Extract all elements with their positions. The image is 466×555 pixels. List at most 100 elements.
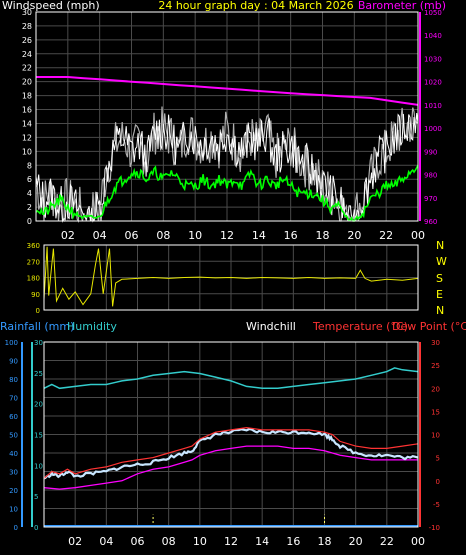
text-layer: 0246810121416182022242628309609709809901…: [5, 8, 447, 548]
humidity-tick-label: 40: [9, 450, 18, 458]
x-tick-label: 22: [380, 535, 394, 548]
baro-tick-label: 1010: [424, 102, 442, 110]
humidity-axis-title: Humidity: [67, 320, 117, 333]
wind-tick-label: 16: [22, 106, 32, 115]
direction-tick-label: 90: [31, 291, 40, 299]
wind-tick-label: 20: [22, 78, 32, 87]
humidity-tick-label: 90: [9, 358, 18, 366]
x-tick-label: 12: [224, 535, 238, 548]
dewpoint-line: [43, 445, 418, 490]
humidity-tick-label: 20: [9, 487, 18, 495]
humidity-tick-label: 50: [9, 432, 18, 440]
rain-tick-label: 10: [34, 462, 43, 470]
series-layer: [35, 76, 419, 527]
compass-label: W: [436, 255, 447, 268]
baro-tick-label: 1050: [424, 9, 442, 17]
rain-tick-label: 30: [34, 339, 43, 347]
barometer-line: [36, 76, 419, 106]
x-tick-label: 18: [316, 229, 330, 242]
temp-tick-label: 0: [436, 478, 440, 486]
temp-tick-label: 20: [431, 385, 440, 393]
wind-tick-label: 2: [27, 203, 32, 212]
humidity-tick-label: 0: [14, 524, 18, 532]
direction-tick-label: 0: [36, 307, 40, 315]
rain-tick-label: 25: [34, 370, 43, 378]
x-tick-label: 08: [162, 535, 176, 548]
frame-layer: [21, 11, 421, 528]
rain-tick-label: 0: [34, 524, 38, 532]
temp-panel-frame: [43, 341, 419, 528]
baro-tick-label: 990: [424, 148, 437, 156]
baro-tick-label: 960: [424, 218, 437, 226]
x-tick-label: 16: [284, 229, 298, 242]
temperature-line: [43, 426, 419, 479]
direction-tick-label: 180: [27, 275, 40, 283]
wind-tick-label: 18: [22, 92, 32, 101]
wind-tick-label: 12: [22, 133, 32, 142]
barometer-axis-title: Barometer (mb): [358, 0, 446, 12]
temperature-axis-title: Temperature (°C): [312, 320, 408, 333]
rain-tick-label: 5: [34, 493, 38, 501]
wind-tick-label: 0: [27, 217, 32, 226]
baro-tick-label: 970: [424, 195, 437, 203]
x-tick-label: 18: [318, 535, 332, 548]
x-tick-label: 04: [99, 535, 113, 548]
x-tick-label: 20: [349, 535, 363, 548]
humidity-tick-label: 60: [9, 413, 18, 421]
direction-panel-frame: [43, 244, 419, 311]
x-tick-label: 00: [411, 229, 425, 242]
chart-title: 24 hour graph day : 04 March 2026: [158, 0, 353, 12]
x-tick-label: 04: [93, 229, 107, 242]
windspeed-gust-line: [35, 112, 419, 223]
wind-tick-label: 24: [22, 50, 32, 59]
wind-tick-label: 26: [22, 36, 32, 45]
wind-tick-label: 6: [27, 175, 32, 184]
x-tick-label: 14: [255, 535, 269, 548]
x-tick-label: 16: [286, 535, 300, 548]
humidity-tick-label: 30: [9, 469, 18, 477]
direction-tick-label: 270: [27, 258, 40, 266]
x-tick-label: 00: [411, 535, 425, 548]
windchill-line: [43, 427, 419, 480]
x-tick-label: 20: [347, 229, 361, 242]
direction-tick-label: 360: [27, 242, 40, 250]
humidity-line: [43, 367, 419, 390]
compass-label: S: [436, 272, 443, 285]
x-tick-label: 14: [252, 229, 266, 242]
x-tick-label: 06: [131, 535, 145, 548]
wind-tick-label: 8: [27, 161, 32, 170]
baro-tick-label: 1000: [424, 125, 442, 133]
temp-tick-label: 10: [431, 432, 440, 440]
compass-label: E: [436, 288, 443, 301]
compass-label: N: [436, 239, 444, 252]
temp-tick-label: 15: [431, 408, 440, 416]
windchill-label: Windchill: [246, 320, 296, 333]
dewpoint-axis-title: Dew Point (°C): [392, 320, 466, 333]
wind-tick-label: 14: [22, 119, 32, 128]
x-tick-label: 10: [193, 535, 207, 548]
wind-tick-label: 30: [22, 8, 32, 17]
temp-tick-label: 5: [436, 455, 440, 463]
rain-tick-label: 15: [34, 432, 43, 440]
x-tick-label: 02: [68, 535, 82, 548]
humidity-tick-label: 10: [9, 506, 18, 514]
rainfall-axis-title: Rainfall (mm): [0, 320, 74, 333]
baro-tick-label: 980: [424, 172, 437, 180]
x-tick-label: 10: [188, 229, 202, 242]
humidity-tick-label: 80: [9, 376, 18, 384]
wind-tick-label: 10: [22, 147, 32, 156]
wind-direction-line: [43, 246, 419, 307]
x-tick-label: 12: [220, 229, 234, 242]
humidity-tick-label: 100: [5, 339, 18, 347]
wind-tick-label: 28: [22, 22, 32, 31]
compass-label: N: [436, 304, 444, 317]
rain-tick-label: 20: [34, 401, 43, 409]
temp-tick-label: -10: [429, 524, 440, 532]
wind-panel-frame: [35, 11, 419, 222]
wind-tick-label: 4: [27, 189, 32, 198]
x-tick-label: 02: [61, 229, 75, 242]
temp-tick-label: 30: [431, 339, 440, 347]
baro-tick-label: 1030: [424, 55, 442, 63]
humidity-tick-label: 70: [9, 395, 18, 403]
